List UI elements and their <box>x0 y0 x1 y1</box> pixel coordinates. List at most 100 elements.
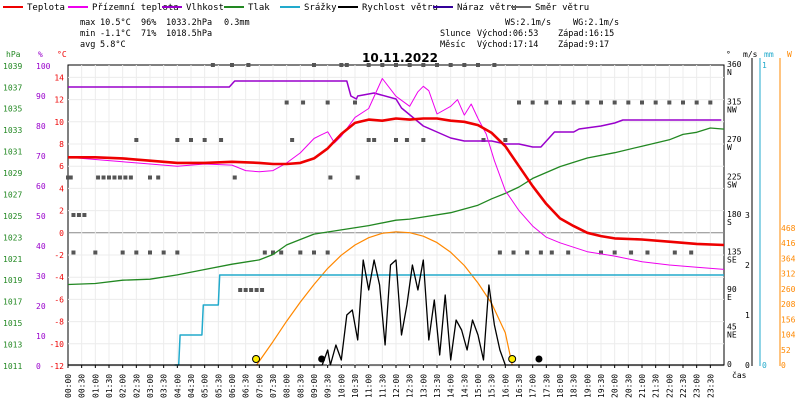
wind-direction-dot <box>202 138 207 142</box>
x-tick-label: 12:30 <box>406 374 415 398</box>
x-tick-label: 00:00 <box>64 374 73 398</box>
wind-direction-dot <box>380 63 385 67</box>
legend-label: Náraz větru <box>457 3 517 13</box>
x-tick-label: 09:00 <box>310 374 319 398</box>
wind-direction-dot <box>503 138 508 142</box>
stat-min-press: 1018.5hPa <box>166 29 212 39</box>
tick-watt: 468 <box>781 224 796 233</box>
tick-watt: 208 <box>781 300 796 309</box>
wind-direction-dot <box>353 100 357 105</box>
tick-percent: 60 <box>36 182 46 191</box>
stat-avg-temp: 5.8°C <box>100 40 126 50</box>
tick-direction: 360 <box>727 60 742 69</box>
wind-direction-dot <box>689 250 694 255</box>
stat-max-hum: 96% <box>141 18 156 28</box>
wind-direction-dot <box>230 63 234 67</box>
wind-direction-dot <box>279 250 284 255</box>
wind-direction-dot <box>301 100 306 105</box>
tick-hpa: 1023 <box>3 233 22 242</box>
tick-watt: 104 <box>781 331 796 340</box>
wind-direction-dot <box>599 250 603 255</box>
tick-direction: 0 <box>727 360 732 369</box>
wind-direction-dot <box>262 250 267 255</box>
tick-direction-name: E <box>727 293 732 302</box>
wind-direction-dot <box>366 63 371 67</box>
wind-direction-dot <box>404 138 409 142</box>
wind-direction-dot <box>189 138 193 142</box>
wind-direction-dot <box>175 250 180 255</box>
tick-direction: 45 <box>727 323 737 332</box>
wind-direction-dot <box>232 175 237 180</box>
x-tick-label: 22:30 <box>679 374 688 398</box>
x-tick-label: 23:00 <box>693 374 702 398</box>
x-tick-label: 13:30 <box>433 374 442 398</box>
stat-max-press: 1033.2hPa <box>166 18 212 28</box>
x-tick-label: 14:00 <box>447 374 456 398</box>
x-tick-label: 06:00 <box>228 374 237 398</box>
tick-direction: 90 <box>727 285 737 294</box>
tick-hpa: 1035 <box>3 105 22 114</box>
x-tick-label: 08:00 <box>283 374 292 398</box>
tick-hpa: 1033 <box>3 126 22 135</box>
wind-direction-dot <box>640 100 644 105</box>
tick-direction-name: N <box>727 68 732 77</box>
x-tick-label: 12:00 <box>392 374 401 398</box>
x-tick-label: 03:30 <box>160 374 169 398</box>
plot-area <box>66 63 725 366</box>
legend-item: Směr větru <box>511 3 589 13</box>
moon-set: Západ:9:17 <box>558 40 609 50</box>
stat-avg-label: avg <box>80 40 95 50</box>
x-tick-label: 15:00 <box>474 374 483 398</box>
tick-percent: 50 <box>36 212 46 221</box>
axes: hPa% °C ° m/s mm W101110131015101710191021102… <box>3 50 796 398</box>
tick-ms: 2 <box>745 261 750 270</box>
wind-direction-dot <box>243 288 248 292</box>
legend-item: Rychlost větru <box>338 3 438 13</box>
tick-watt: 0 <box>781 361 786 370</box>
tick-percent: 80 <box>36 122 46 131</box>
wind-direction-dot <box>101 175 106 180</box>
x-tick-label: 10:30 <box>351 374 360 398</box>
x-tick-label: 02:30 <box>132 374 141 398</box>
x-tick-label: 10:00 <box>337 374 346 398</box>
wind-direction-dot <box>517 100 521 105</box>
series-wind-speed-line <box>68 259 724 366</box>
wind-direction-dot <box>128 175 133 180</box>
wind-direction-dot <box>120 250 125 255</box>
wind-direction-dot <box>667 100 672 105</box>
x-tick-label: 07:00 <box>255 374 264 398</box>
wind-direction-dot <box>530 100 535 105</box>
tick-celsius: -6 <box>54 295 64 304</box>
tick-hpa: 1019 <box>3 276 22 285</box>
wind-direction-dot <box>339 63 344 67</box>
sun-set: Západ:16:15 <box>558 29 614 39</box>
tick-direction-name: S <box>727 218 732 227</box>
wind-direction-dot <box>511 250 516 255</box>
tick-watt: 364 <box>781 254 796 263</box>
tick-percent: 70 <box>36 152 46 161</box>
wind-direction-dot <box>161 250 166 255</box>
wind-direction-dot <box>123 175 128 180</box>
wind-direction-dot <box>175 138 180 142</box>
series-ground-temp-line <box>67 78 725 270</box>
x-tick-label: 17:00 <box>529 374 538 398</box>
wind-direction-dot <box>435 63 439 67</box>
sun-label: Slunce <box>440 29 471 39</box>
legend-label: Vlhkost <box>186 3 224 13</box>
x-tick-label: 05:00 <box>201 374 210 398</box>
wind-direction-dot <box>325 250 330 255</box>
x-tick-label: 11:30 <box>378 374 387 398</box>
wind-direction-dot <box>82 213 87 217</box>
tick-hpa: 1021 <box>3 255 22 264</box>
wind-direction-dot <box>284 100 289 105</box>
legend-label: Tlak <box>248 3 270 13</box>
wind-direction-dot <box>148 175 152 180</box>
x-tick-label: 19:30 <box>597 374 606 398</box>
tick-hpa: 1037 <box>3 83 22 92</box>
x-tick-label: 02:00 <box>119 374 128 398</box>
wind-direction-dot <box>249 288 254 292</box>
tick-direction-name: NW <box>727 106 737 115</box>
tick-watt: 260 <box>781 285 796 294</box>
moon-marker <box>318 355 326 363</box>
stat-min-label: min <box>80 29 95 39</box>
